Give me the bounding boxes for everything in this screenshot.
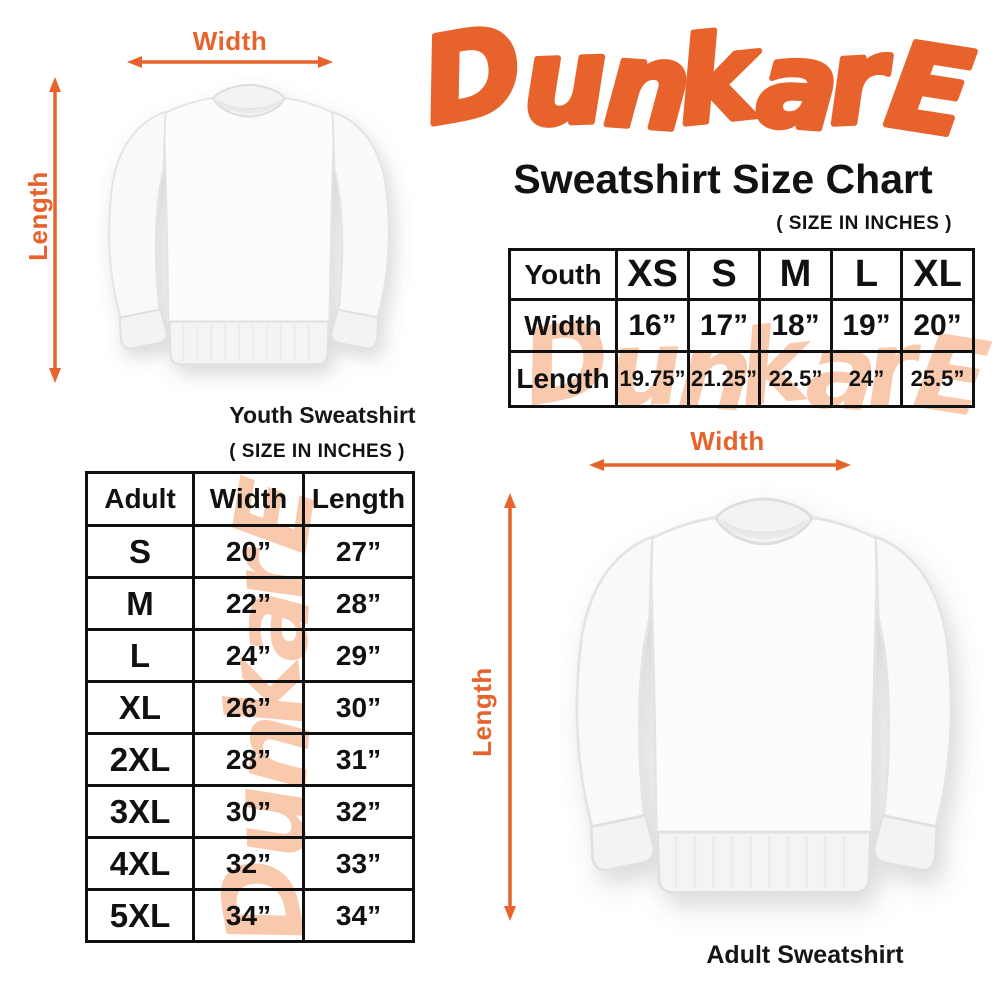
youth-width-label: Width — [192, 26, 268, 56]
youth-width-cell: 19” — [830, 298, 903, 353]
youth-figure-caption: Youth Sweatshirt — [229, 402, 416, 428]
youth-width-cell: 18” — [758, 298, 833, 353]
adult-size-cell: M — [85, 576, 195, 631]
adult-sweatshirt-image — [538, 478, 990, 940]
adult-width-cell: 28” — [192, 732, 305, 787]
adult-length-cell: 31” — [302, 732, 415, 787]
adult-width-cell: 26” — [192, 680, 305, 735]
adult-length-arrow — [504, 493, 516, 921]
youth-width-cell: 20” — [900, 298, 975, 353]
adult-figure-caption: Adult Sweatshirt — [706, 941, 904, 969]
adult-size-table: Adult Width Length S 20” 27” M 22” 28” L… — [85, 471, 415, 943]
adult-width-label: Width — [690, 426, 765, 456]
youth-table-header-row: Youth XS S M L XL — [508, 248, 975, 301]
adult-size-cell: L — [85, 628, 195, 683]
youth-length-arrow — [49, 77, 61, 383]
adult-width-cell: 20” — [192, 524, 305, 579]
adult-table-row: 3XL 30” 32” — [85, 784, 415, 839]
adult-length-cell: 32” — [302, 784, 415, 839]
youth-length-cell: 22.5” — [758, 350, 833, 408]
page-title: Sweatshirt Size Chart — [513, 156, 933, 202]
youth-length-cell: 21.25” — [687, 350, 761, 408]
adult-length-cell: 27” — [302, 524, 415, 579]
youth-size-header-cell: XL — [900, 248, 975, 301]
brand-logo-text: DunkarE — [412, 0, 980, 164]
youth-size-table: Youth XS S M L XL Width 16” 17” 18” 19” … — [508, 248, 975, 408]
youth-sweatshirt-image — [80, 68, 418, 400]
adult-table-row: 4XL 32” 33” — [85, 836, 415, 891]
youth-width-cell: 16” — [615, 298, 690, 353]
youth-length-cell: 19.75” — [615, 350, 690, 408]
adult-size-cell: 5XL — [85, 888, 195, 943]
youth-length-cell: 25.5” — [900, 350, 975, 408]
youth-size-header-cell: L — [830, 248, 903, 301]
adult-table-corner-cell: Adult — [85, 471, 195, 527]
youth-width-cell: 17” — [687, 298, 761, 353]
youth-table-length-row: Length 19.75” 21.25” 22.5” 24” 25.5” — [508, 350, 975, 408]
adult-table-row: 5XL 34” 34” — [85, 888, 415, 943]
youth-width-row-label: Width — [508, 298, 618, 353]
adult-width-cell: 34” — [192, 888, 305, 943]
adult-width-cell: 22” — [192, 576, 305, 631]
youth-size-note: ( SIZE IN INCHES ) — [776, 213, 952, 234]
adult-size-cell: 3XL — [85, 784, 195, 839]
youth-size-header-cell: XS — [615, 248, 690, 301]
adult-length-label: Length — [466, 667, 497, 757]
adult-size-cell: 2XL — [85, 732, 195, 787]
adult-width-cell: 32” — [192, 836, 305, 891]
adult-width-cell: 24” — [192, 628, 305, 683]
adult-table-row: XL 26” 30” — [85, 680, 415, 735]
adult-length-cell: 29” — [302, 628, 415, 683]
brand-logo: DunkarE — [409, 0, 988, 167]
adult-size-cell: XL — [85, 680, 195, 735]
adult-length-cell: 28” — [302, 576, 415, 631]
adult-length-cell: 33” — [302, 836, 415, 891]
adult-width-cell: 30” — [192, 784, 305, 839]
adult-table-header-row: Adult Width Length — [85, 471, 415, 527]
adult-size-cell: 4XL — [85, 836, 195, 891]
youth-width-arrow — [127, 56, 333, 68]
adult-width-header-cell: Width — [192, 471, 305, 527]
adult-table-row: L 24” 29” — [85, 628, 415, 683]
youth-table-corner-cell: Youth — [508, 248, 618, 301]
adult-length-cell: 34” — [302, 888, 415, 943]
youth-length-row-label: Length — [508, 350, 618, 408]
adult-table-row: S 20” 27” — [85, 524, 415, 579]
youth-size-header-cell: M — [758, 248, 833, 301]
adult-length-cell: 30” — [302, 680, 415, 735]
adult-table-row: 2XL 28” 31” — [85, 732, 415, 787]
adult-size-cell: S — [85, 524, 195, 579]
adult-length-header-cell: Length — [302, 471, 415, 527]
adult-width-arrow — [589, 459, 851, 471]
youth-length-cell: 24” — [830, 350, 903, 408]
adult-table-row: M 22” 28” — [85, 576, 415, 631]
adult-size-note: ( SIZE IN INCHES ) — [229, 441, 405, 462]
youth-size-header-cell: S — [687, 248, 761, 301]
youth-table-width-row: Width 16” 17” 18” 19” 20” — [508, 298, 975, 353]
